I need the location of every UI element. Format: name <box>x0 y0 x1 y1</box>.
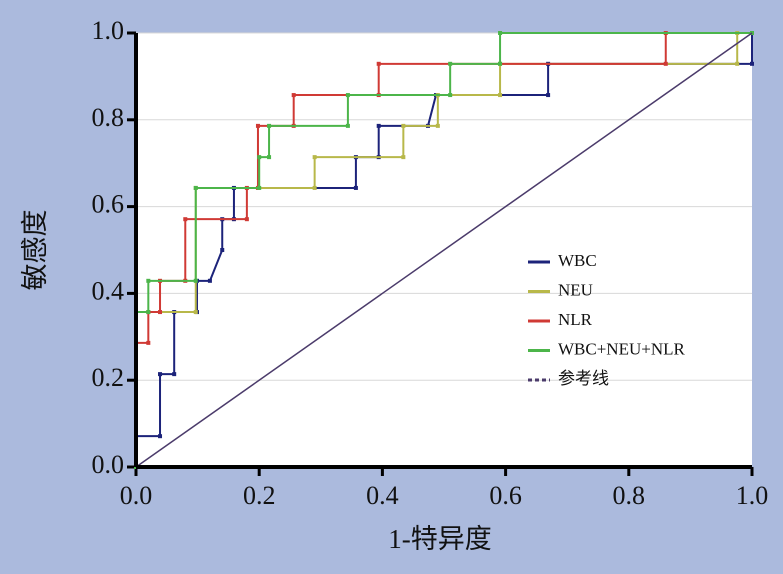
point-marker <box>498 61 503 66</box>
point-marker <box>401 155 406 160</box>
x-axis-title: 1-特异度 <box>388 524 492 554</box>
point-marker <box>345 93 350 98</box>
point-marker <box>663 61 668 66</box>
point-marker <box>146 310 151 315</box>
point-marker <box>312 185 317 190</box>
y-tick-label: 0.8 <box>92 103 125 132</box>
y-tick-label: 0.2 <box>92 363 125 392</box>
y-axis-title: 敏感度 <box>20 210 50 291</box>
point-marker <box>220 248 225 252</box>
point-marker <box>207 278 212 283</box>
point-marker <box>435 123 440 128</box>
y-tick-label: 0.4 <box>92 276 125 305</box>
legend-label: WBC <box>558 251 597 270</box>
x-tick-label: 0.6 <box>489 481 522 510</box>
point-marker <box>546 93 551 98</box>
point-marker <box>735 61 740 66</box>
point-marker <box>267 155 272 160</box>
point-marker <box>255 123 260 128</box>
legend-label: WBC+NEU+NLR <box>558 339 685 358</box>
point-marker <box>193 278 198 283</box>
point-marker <box>158 372 163 377</box>
legend-label: 参考线 <box>558 369 609 388</box>
point-marker <box>448 93 453 98</box>
point-marker <box>750 61 754 66</box>
y-tick-label: 0.6 <box>92 190 125 219</box>
point-marker <box>291 93 296 98</box>
point-marker <box>345 123 350 128</box>
point-marker <box>353 185 358 190</box>
point-marker <box>172 372 177 377</box>
point-marker <box>498 31 503 35</box>
point-marker <box>257 185 262 190</box>
point-marker <box>448 61 453 66</box>
point-marker <box>146 340 151 345</box>
x-tick-label: 1.0 <box>736 481 769 510</box>
point-marker <box>257 155 262 160</box>
point-marker <box>376 61 381 66</box>
point-marker <box>158 310 163 315</box>
x-tick-label: 0.0 <box>120 481 153 510</box>
point-marker <box>146 278 151 283</box>
legend-label: NEU <box>558 280 593 299</box>
point-marker <box>498 93 503 98</box>
x-tick-label: 0.4 <box>366 481 399 510</box>
y-tick-label: 0.0 <box>92 450 125 479</box>
x-tick-label: 0.8 <box>613 481 646 510</box>
point-marker <box>158 434 163 439</box>
roc-line <box>135 32 753 468</box>
point-marker <box>312 155 317 160</box>
point-marker <box>401 123 406 128</box>
point-marker <box>183 217 188 222</box>
x-tick-label: 0.2 <box>243 481 276 510</box>
point-marker <box>267 123 272 128</box>
point-marker <box>193 310 198 315</box>
y-tick-label: 1.0 <box>92 16 125 45</box>
legend-label: NLR <box>558 310 593 329</box>
point-marker <box>376 123 381 128</box>
point-marker <box>193 185 198 190</box>
point-marker <box>244 217 249 222</box>
